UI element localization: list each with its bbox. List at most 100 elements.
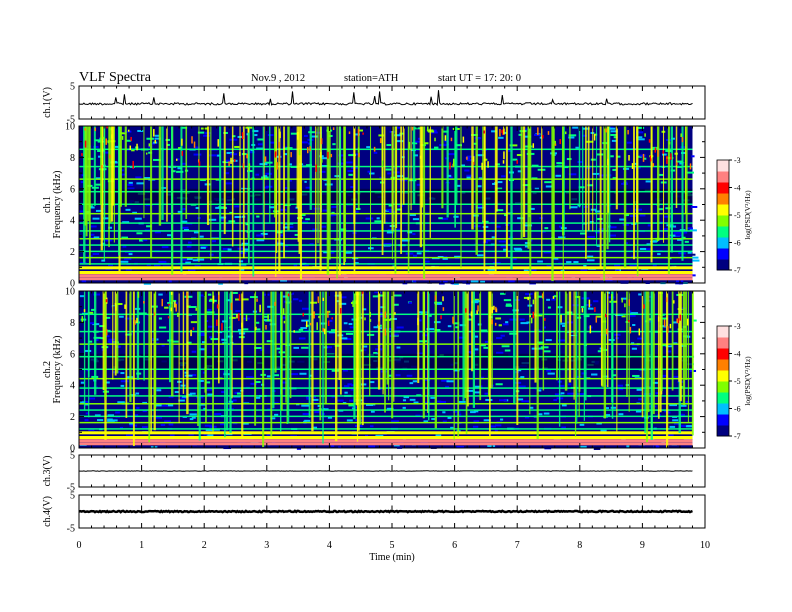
sferic-streak [136, 291, 140, 380]
sferic-streak [336, 126, 338, 279]
spectrogram-noise-cell [200, 246, 206, 249]
spectrogram-noise-cell [195, 207, 200, 210]
sferic-streak [299, 126, 303, 280]
sferic-streak [369, 291, 371, 397]
spectrogram-noise-cell [661, 344, 669, 347]
spectrogram-noise-cell [222, 247, 229, 250]
spectrogram-noise-cell [466, 351, 473, 354]
sferic-streak [150, 126, 153, 259]
spectrogram-noise-cell [553, 424, 557, 427]
hf-burst [228, 161, 230, 167]
spectrogram-noise-cell [340, 337, 348, 340]
spectrogram-noise-cell [339, 296, 347, 299]
spectrogram-noise-cell [545, 226, 553, 229]
spectrogram-noise-cell [209, 253, 214, 256]
hf-burst [143, 300, 145, 304]
sferic-streak [657, 291, 660, 419]
hf-burst [681, 137, 684, 143]
spectrogram-noise-cell [159, 326, 167, 329]
spectrogram-noise-cell [388, 374, 392, 377]
spectrogram-noise-cell [547, 372, 555, 375]
spectrogram-noise-cell [503, 248, 508, 251]
spectrogram-noise-cell [671, 137, 675, 140]
spectrogram-noise-cell [500, 334, 505, 337]
hf-burst [362, 132, 364, 135]
hf-burst [195, 307, 197, 311]
hf-burst [168, 303, 170, 306]
y-tick-label: 10 [65, 122, 75, 133]
spectrogram-noise-cell [89, 225, 97, 228]
spectrogram-noise-cell [584, 303, 592, 306]
spectrogram-noise-cell [501, 175, 506, 178]
hf-burst [364, 317, 366, 321]
spectrogram-noise-cell [350, 186, 354, 189]
sferic-streak [353, 291, 356, 403]
spectrogram-noise-cell [473, 410, 482, 413]
spectrogram-noise-cell [513, 258, 517, 261]
spectrogram-noise-cell [403, 396, 409, 399]
hf-burst [628, 299, 630, 306]
spectrogram-noise-cell [230, 159, 238, 162]
hf-burst [537, 127, 539, 136]
sferic-streak [516, 291, 519, 426]
spectrogram-noise-cell [240, 268, 245, 271]
spectrogram-noise-cell [621, 328, 627, 331]
spectrogram-noise-cell [590, 208, 597, 211]
spectrogram-noise-cell [274, 374, 280, 377]
spectrogram-noise-cell [127, 187, 135, 190]
sferic-streak [563, 126, 565, 236]
spectrogram-noise-cell [637, 337, 643, 340]
y-tick-label: 10 [65, 287, 75, 298]
spectrogram-noise-cell [683, 231, 688, 234]
hf-burst [181, 138, 183, 146]
spectrogram-noise-cell [465, 157, 471, 160]
hf-burst [493, 305, 495, 310]
spectrogram-noise-cell [509, 332, 517, 335]
spectrogram-noise-cell [561, 426, 566, 429]
hf-burst [554, 143, 557, 146]
spectrogram-noise-cell [452, 279, 456, 282]
hf-burst [673, 300, 675, 304]
spectrogram-noise-cell [639, 214, 646, 217]
spectrogram-noise-cell [376, 217, 380, 220]
sferic-streak [166, 126, 168, 222]
spectrogram-noise-cell [472, 425, 479, 428]
spectrogram-noise-cell [647, 224, 652, 227]
hf-burst [105, 138, 108, 145]
sferic-streak [659, 291, 662, 413]
spectrogram-noise-cell [193, 231, 200, 234]
spectrogram-noise-cell [201, 341, 206, 344]
hf-burst [290, 152, 292, 158]
spectrogram-noise-cell [158, 260, 167, 263]
sferic-streak [112, 291, 114, 380]
sferic-streak [569, 126, 571, 210]
spectrogram-noise-cell [524, 242, 530, 245]
spectrogram-noise-cell [173, 302, 178, 305]
spectrogram-noise-cell [206, 434, 214, 437]
spectrogram-noise-cell [125, 268, 132, 271]
spectrogram-noise-cell [132, 207, 139, 210]
spectrogram-noise-cell [283, 187, 289, 190]
sferic-streak [319, 291, 322, 421]
spectrogram-noise-cell [102, 151, 111, 154]
spectrogram-noise-cell [673, 231, 681, 234]
spectrogram-noise-cell [447, 416, 452, 419]
sferic-streak [358, 291, 362, 425]
spectrogram-noise-cell [629, 314, 636, 317]
hf-burst [472, 156, 475, 162]
spectrogram-noise-cell [172, 299, 177, 302]
sferic-streak [129, 291, 132, 403]
hf-burst [134, 319, 136, 325]
spectrogram-noise-cell [560, 322, 566, 325]
y-tick-label: 2 [70, 412, 75, 423]
hf-burst [654, 147, 657, 151]
spectrogram-band-line [79, 277, 693, 281]
hf-burst [605, 128, 607, 133]
spectrogram-noise-cell [653, 446, 660, 449]
sferic-streak [587, 126, 590, 231]
spectrogram-noise-cell [230, 153, 238, 156]
sferic-streak [496, 126, 498, 212]
spectrogram-band-line [79, 230, 693, 232]
sferic-streak [206, 126, 210, 226]
spectrogram-noise-cell [207, 325, 215, 328]
